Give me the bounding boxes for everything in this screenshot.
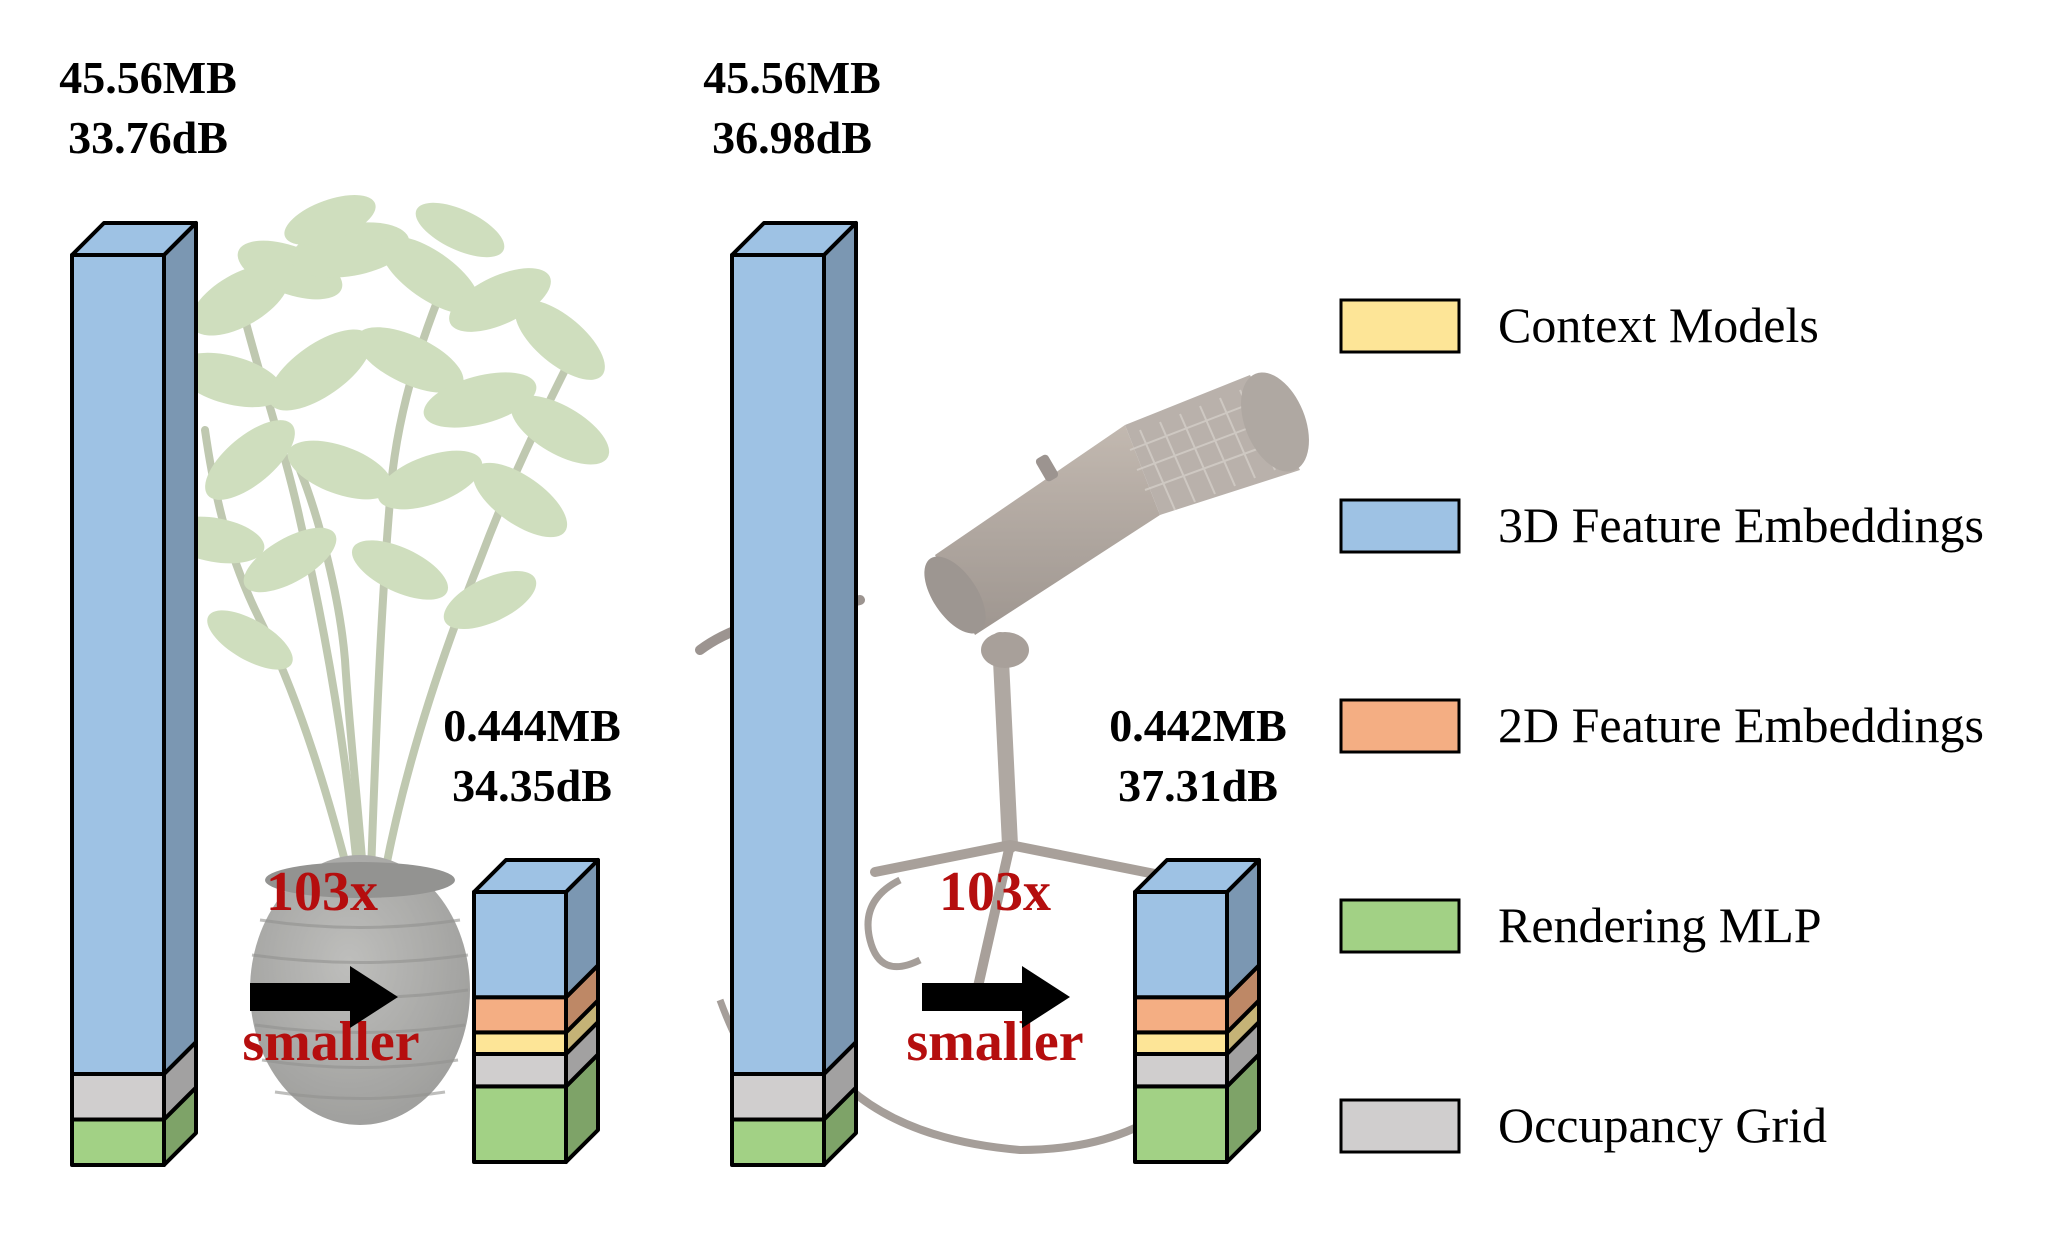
legend-swatch	[1339, 298, 1461, 354]
bar-segment-rendering-mlp: Rendering MLP	[472, 1052, 600, 1164]
bar-top-face	[472, 858, 600, 894]
compressed-psnr-label: 37.31dB	[1118, 760, 1278, 811]
bar-segment-feature-3d: 3D Feature Embeddings	[730, 221, 858, 1076]
compressed-size-label: 0.442MB	[1109, 700, 1287, 751]
original-psnr-label: 36.98dB	[712, 112, 872, 163]
ratio-value-label: 103x	[266, 861, 378, 923]
segment-front-face	[1133, 1084, 1229, 1164]
compressed-psnr-label: 34.35dB	[452, 760, 612, 811]
legend-label: Occupancy Grid	[1498, 1097, 1827, 1153]
legend-item-context-models: Context Models	[1339, 297, 1819, 354]
reduction-arrow-icon	[922, 966, 1070, 1028]
legend-label: 2D Feature Embeddings	[1498, 697, 1984, 753]
segment-front-face	[70, 1117, 166, 1167]
segment-front-face	[472, 995, 568, 1035]
bar-top-face	[70, 221, 198, 257]
segment-front-face	[472, 1052, 568, 1089]
legend-swatch	[1339, 898, 1461, 954]
bar-segment-context-models: Context Models	[472, 998, 600, 1056]
bar-segment-rendering-mlp: Rendering MLP	[1133, 1052, 1261, 1164]
legend-item-2d-feature-embeddings: 2D Feature Embeddings	[1339, 697, 1984, 754]
segment-front-face	[472, 890, 568, 1000]
segment-front-face	[730, 1072, 826, 1122]
ratio-word-label: smaller	[242, 1011, 419, 1073]
legend-swatch	[1339, 698, 1461, 754]
bar-top-face	[730, 221, 858, 257]
bar-segment-feature-3d: 3D Feature Embeddings	[472, 858, 600, 1000]
original-size-label: 45.56MB	[59, 52, 237, 103]
segment-front-face	[730, 253, 826, 1076]
legend-label: 3D Feature Embeddings	[1498, 497, 1984, 553]
legend-item-occupancy-grid: Occupancy Grid	[1339, 1097, 1827, 1154]
segment-front-face	[1133, 1030, 1229, 1056]
segment-side-face	[162, 221, 198, 1076]
original-psnr-label: 33.76dB	[68, 112, 228, 163]
segment-front-face	[472, 1084, 568, 1164]
potted-plant-image	[165, 195, 610, 1125]
segment-front-face	[730, 1117, 826, 1167]
compressed-size-label: 0.444MB	[443, 700, 621, 751]
segment-side-face	[822, 221, 858, 1076]
segment-front-face	[1133, 1052, 1229, 1089]
ratio-word-label: smaller	[906, 1011, 1083, 1073]
original-size-label: 45.56MB	[703, 52, 881, 103]
bar-segment-rendering-mlp: Rendering MLP	[70, 1085, 198, 1167]
segment-front-face	[1133, 995, 1229, 1035]
segment-front-face	[70, 253, 166, 1076]
segment-front-face	[1133, 890, 1229, 1000]
labels-layer: 45.56MB 33.76dB 0.444MB 34.35dB 103x sma…	[59, 52, 1287, 1073]
reduction-arrow-icon	[250, 966, 398, 1028]
legend-swatch	[1339, 498, 1461, 554]
legend: Context Models 3D Feature Embeddings 2D …	[1339, 297, 1984, 1154]
bar-segment-feature-3d: 3D Feature Embeddings	[70, 221, 198, 1076]
legend-item-3d-feature-embeddings: 3D Feature Embeddings	[1339, 497, 1984, 554]
segment-front-face	[70, 1072, 166, 1122]
bar-top-face	[1133, 858, 1261, 894]
ratio-value-label: 103x	[939, 861, 1051, 923]
legend-item-rendering-mlp: Rendering MLP	[1339, 897, 1822, 954]
legend-label: Context Models	[1498, 297, 1819, 353]
legend-label: Rendering MLP	[1498, 897, 1822, 953]
segment-front-face	[472, 1030, 568, 1056]
legend-swatch	[1339, 1098, 1461, 1154]
